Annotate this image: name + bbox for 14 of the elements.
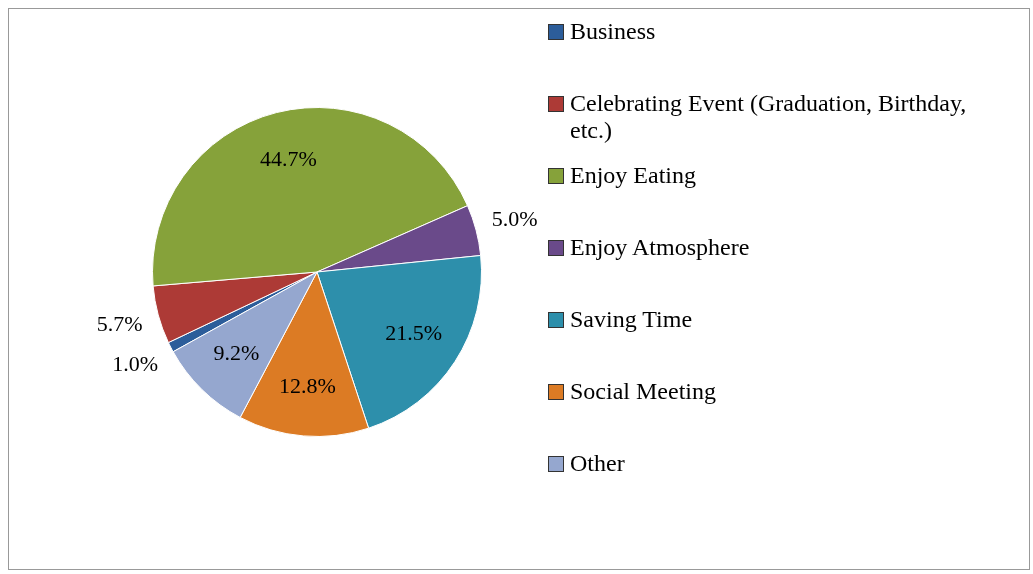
data-label: 1.0% xyxy=(112,351,159,377)
data-label: 12.8% xyxy=(278,372,336,398)
legend-label: Enjoy Eating xyxy=(570,162,696,189)
legend-label: Enjoy Atmosphere xyxy=(570,234,750,261)
data-label: 9.2% xyxy=(213,340,260,366)
data-label: 5.0% xyxy=(491,205,538,231)
legend-label: Social Meeting xyxy=(570,378,716,405)
data-label: 44.7% xyxy=(260,146,317,172)
legend-label: Business xyxy=(570,18,656,45)
legend-label: Saving Time xyxy=(570,306,693,333)
legend-label: Celebrating Event (Graduation, Birthday, etc.) xyxy=(570,90,968,144)
legend-label: Other xyxy=(570,450,625,477)
data-label: 5.7% xyxy=(96,311,143,337)
data-label: 21.5% xyxy=(385,320,443,346)
